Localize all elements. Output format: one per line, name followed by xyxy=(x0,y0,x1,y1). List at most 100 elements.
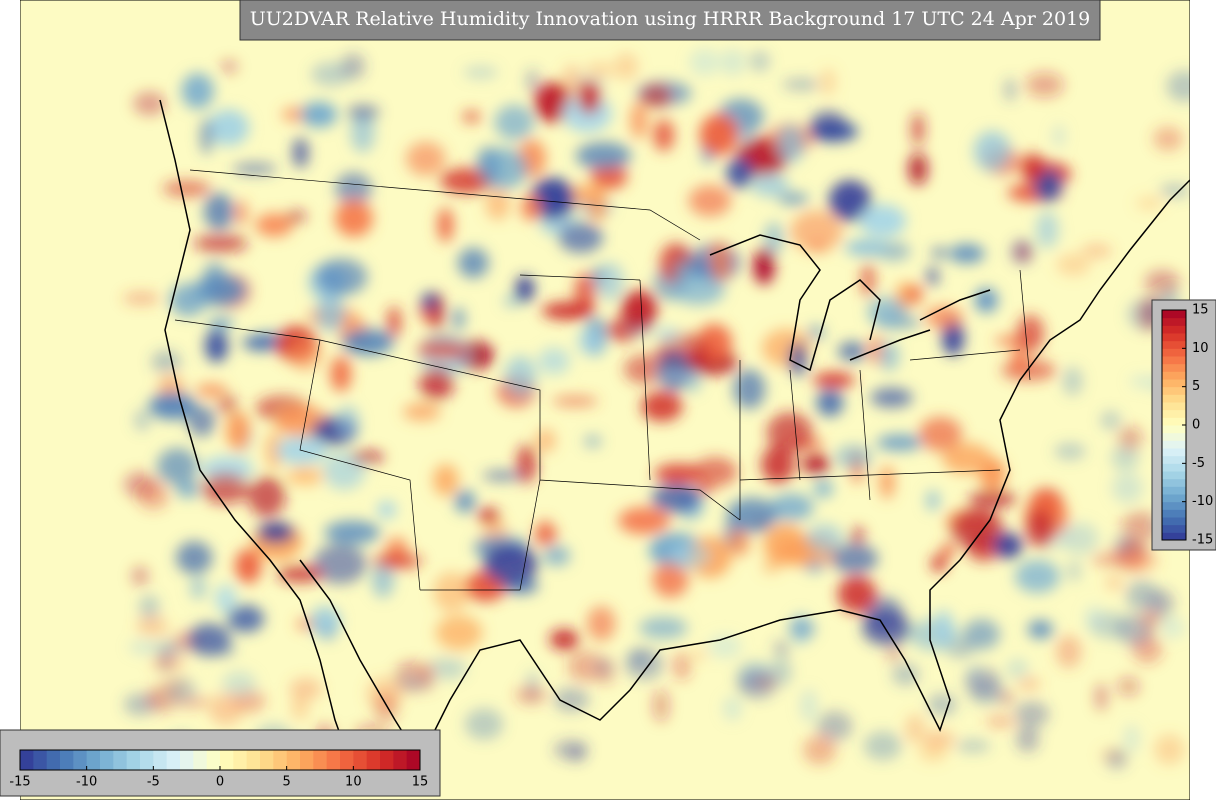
field-blob xyxy=(942,442,992,475)
field-blob xyxy=(762,560,781,574)
title: UU2DVAR Relative Humidity Innovation usi… xyxy=(250,8,1091,30)
colorbar-segment xyxy=(246,750,261,770)
field-blob xyxy=(726,157,753,189)
field-blob xyxy=(419,367,454,400)
field-blob xyxy=(454,490,476,513)
field-blob xyxy=(862,610,911,646)
field-blob xyxy=(208,692,244,726)
field-blob xyxy=(483,544,538,584)
field-blob xyxy=(639,616,688,639)
field-blob xyxy=(169,283,207,317)
field-blob xyxy=(879,341,900,372)
colorbar-tick-label: -10 xyxy=(76,775,97,790)
field-blob xyxy=(530,177,575,220)
colorbar-segment xyxy=(153,750,168,770)
field-blob xyxy=(148,392,197,420)
field-blob xyxy=(1003,77,1017,102)
field-blob xyxy=(322,451,366,490)
field-blob xyxy=(835,444,873,469)
colorbar-segment xyxy=(366,750,381,770)
field-blob xyxy=(200,118,213,155)
field-blob xyxy=(558,222,604,253)
field-blob xyxy=(790,210,843,253)
field-blob xyxy=(1017,245,1030,260)
field-blob xyxy=(187,623,231,657)
field-blob xyxy=(218,394,238,415)
field-blob xyxy=(879,465,895,499)
field-blob xyxy=(918,416,963,452)
field-blob xyxy=(1094,682,1108,712)
colorbar-segment xyxy=(1162,394,1186,403)
field-blob xyxy=(187,405,216,437)
field-blob xyxy=(1015,725,1040,753)
field-blob xyxy=(931,555,947,572)
field-blob xyxy=(813,479,834,498)
field-blob xyxy=(585,62,615,79)
field-blob xyxy=(176,480,200,498)
field-blob xyxy=(214,584,237,614)
field-blob xyxy=(562,64,582,97)
field-blob xyxy=(342,328,394,356)
field-blob xyxy=(521,194,542,221)
field-blob xyxy=(1118,550,1159,572)
colorbar-segment xyxy=(340,750,354,770)
field-blob xyxy=(203,261,226,296)
colorbar-segment xyxy=(1162,379,1186,388)
field-blob xyxy=(761,445,795,484)
field-blob xyxy=(750,173,790,198)
colorbar-segment xyxy=(1162,478,1186,487)
field-blob xyxy=(324,520,381,545)
field-blob xyxy=(312,543,367,585)
field-blob xyxy=(1081,243,1113,258)
colorbar-segment xyxy=(1162,386,1186,395)
field-blob xyxy=(870,387,913,408)
colorbar-tick-label: 10 xyxy=(345,775,362,790)
field-blob xyxy=(588,183,607,223)
field-blob xyxy=(1056,253,1091,276)
colorbar-horizontal: -15 -10 -5 0 5 10 15 xyxy=(9,749,428,790)
colorbar-segment xyxy=(1162,371,1186,380)
field-blob xyxy=(515,685,547,705)
field-blob xyxy=(769,493,814,521)
field-blob xyxy=(766,412,813,453)
field-blob xyxy=(788,341,808,377)
field-blob xyxy=(208,317,235,329)
field-blob xyxy=(905,714,925,744)
colorbar-segment xyxy=(260,750,274,770)
field-blob xyxy=(918,742,948,762)
colorbar-segment xyxy=(1162,471,1186,480)
field-blob xyxy=(1014,701,1050,728)
field-blob xyxy=(255,213,293,237)
field-blob xyxy=(242,334,284,351)
field-blob xyxy=(595,262,624,301)
field-blob xyxy=(788,618,816,640)
field-blob xyxy=(535,429,556,453)
field-blob xyxy=(860,262,876,298)
field-blob xyxy=(1129,375,1153,388)
field-blob xyxy=(812,372,855,388)
field-blob xyxy=(156,448,198,485)
colorbar-segment xyxy=(60,750,74,770)
field-blob xyxy=(749,51,770,72)
colorbar-segment xyxy=(1162,325,1186,334)
title-box xyxy=(239,0,1101,41)
field-blob xyxy=(1105,575,1124,591)
field-blob xyxy=(1148,589,1174,620)
colorbar-tick-label: 5 xyxy=(1192,379,1200,394)
field-blob xyxy=(1016,314,1045,353)
field-blob xyxy=(863,731,902,761)
field-blob xyxy=(1111,472,1144,504)
field-blob xyxy=(346,104,380,120)
field-blob xyxy=(286,466,324,486)
field-blob xyxy=(204,328,229,363)
field-blob xyxy=(416,344,469,359)
field-blob xyxy=(926,266,939,286)
field-blob xyxy=(220,60,238,74)
field-blob xyxy=(437,207,454,243)
field-blob xyxy=(1035,211,1059,249)
field-blob xyxy=(227,605,265,633)
colorbar-segment xyxy=(1162,425,1186,434)
great-lakes xyxy=(709,234,991,372)
colorbar-segment xyxy=(1162,455,1186,464)
field-blob xyxy=(1118,426,1143,451)
